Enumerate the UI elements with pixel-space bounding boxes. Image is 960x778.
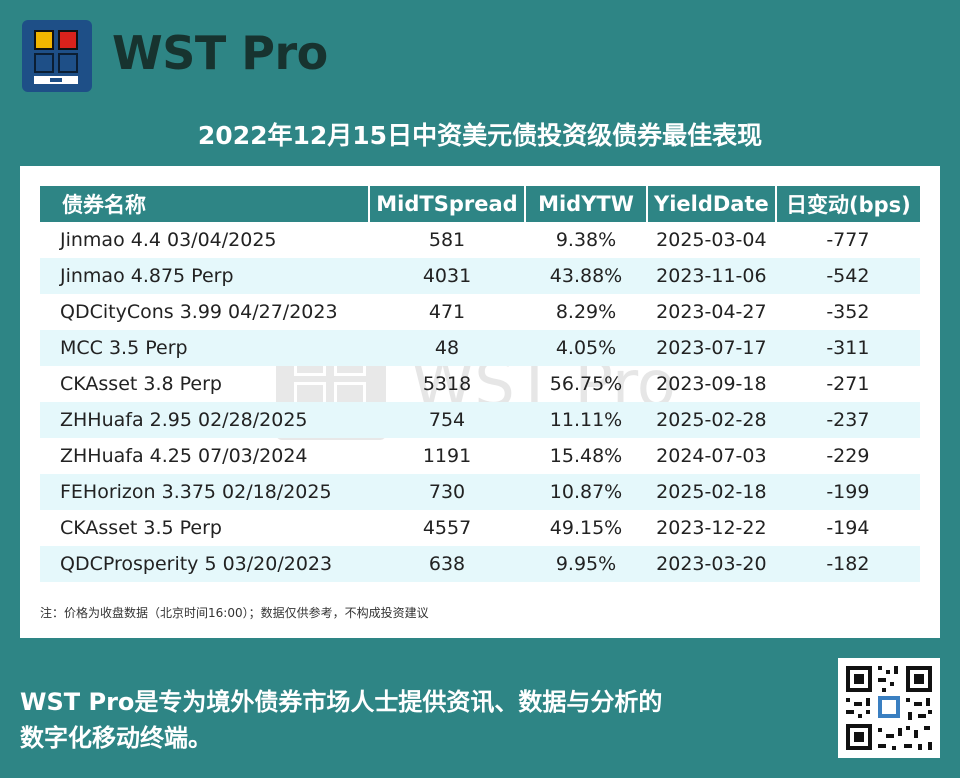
cell-change: -229	[826, 445, 870, 467]
table-row: Jinmao 4.4 03/04/2025 581 9.38% 2025-03-04 -…	[40, 222, 920, 258]
cell-ytw: 10.87%	[525, 474, 647, 510]
cell-ytw: 9.95%	[525, 546, 647, 582]
cell-yield-date: 2025-02-28	[647, 402, 776, 438]
cell-ytw: 11.11%	[525, 402, 647, 438]
cell-bond-name: FEHorizon 3.375 02/18/2025	[40, 474, 369, 510]
cell-change: -237	[775, 402, 920, 438]
cell-ytw: 9.38%	[555, 229, 617, 251]
col-header-ytw: MidYTW	[525, 186, 648, 222]
cell-bond-name: QDCProsperity 5 03/20/2023	[40, 546, 369, 582]
cell-yield-date: 2023-07-17	[647, 330, 776, 366]
page-title: 2022年12月15日中资美元债投资级债券最佳表现	[197, 121, 763, 150]
cell-yield-date: 2023-12-22	[656, 517, 767, 539]
col-header-name: 债券名称	[40, 186, 370, 222]
col-header-spread: MidTSpread	[369, 186, 526, 222]
cell-change: -352	[826, 301, 870, 323]
cell-ytw: 49.15%	[549, 517, 623, 539]
cell-bond-name: MCC 3.5 Perp	[40, 330, 369, 366]
cell-change: -542	[775, 258, 920, 294]
footnote: 注：价格为收盘数据（北京时间16:00）；数据仅供参考，不构成投资建议	[40, 606, 429, 620]
cell-ytw: 4.05%	[525, 330, 647, 366]
table-row: QDCityCons 3.99 04/27/2023 471 8.29% 2023-0…	[40, 294, 920, 330]
cell-change: -199	[775, 474, 920, 510]
cell-spread: 638	[369, 546, 525, 582]
table-row: ZHHuafa 4.25 07/03/2024 1191 15.48% 2024-07…	[40, 438, 920, 474]
cell-change: -311	[775, 330, 920, 366]
cell-bond-name: CKAsset 3.5 Perp	[60, 517, 222, 539]
cell-yield-date: 2025-02-18	[647, 474, 776, 510]
col-header-yielddate: YieldDate	[647, 186, 777, 222]
cell-change: -194	[826, 517, 870, 539]
col-header-change: 日变动(bps)	[775, 186, 920, 222]
cell-yield-date: 2025-03-04	[656, 229, 767, 251]
slogan: WST Pro是专为境外债券市场人士提供资讯、数据与分析的 数字化移动终端。	[20, 684, 800, 756]
cell-yield-date: 2023-04-27	[656, 301, 767, 323]
cell-yield-date: 2023-03-20	[647, 546, 776, 582]
table-row: FEHorizon 3.375 02/18/2025 730 10.87% 2025-…	[40, 474, 920, 510]
slogan-line-2: 数字化移动终端。	[20, 724, 212, 752]
cell-spread: 1191	[422, 445, 472, 467]
table-row: CKAsset 3.5 Perp 4557 49.15% 2023-12-22 -194	[40, 510, 920, 546]
cell-ytw: 43.88%	[525, 258, 647, 294]
cell-ytw: 15.48%	[549, 445, 623, 467]
cell-spread: 730	[369, 474, 525, 510]
cell-change: -182	[775, 546, 920, 582]
cell-spread: 471	[428, 301, 466, 323]
table-row: ZHHuafa 2.95 02/28/2025 754 11.11% 2025-02-…	[40, 402, 920, 438]
slogan-line-1: WST Pro是专为境外债券市场人士提供资讯、数据与分析的	[20, 688, 663, 716]
table-header-row: 债券名称 MidTSpread MidYTW YieldDate 日变动(bps…	[40, 186, 920, 222]
cell-bond-name: CKAsset 3.8 Perp	[60, 373, 222, 395]
cell-ytw: 8.29%	[555, 301, 617, 323]
cell-spread: 4557	[422, 517, 472, 539]
cell-change: -777	[826, 229, 870, 251]
table-row: Jinmao 4.875 Perp 4031 43.88% 2023-11-06 -54…	[40, 258, 920, 294]
qr-code-icon	[838, 658, 940, 758]
cell-spread: 5318	[422, 373, 472, 395]
cell-bond-name: ZHHuafa 4.25 07/03/2024	[60, 445, 308, 467]
table-row: CKAsset 3.8 Perp 5318 56.75% 2023-09-18 -271	[40, 366, 920, 402]
cell-spread: 581	[428, 229, 466, 251]
table-row: QDCProsperity 5 03/20/2023 638 9.95% 2023-0…	[40, 546, 920, 582]
table-row: MCC 3.5 Perp 48 4.05% 2023-07-17 -311	[40, 330, 920, 366]
cell-bond-name: QDCityCons 3.99 04/27/2023	[60, 301, 338, 323]
cell-spread: 754	[369, 402, 525, 438]
cell-bond-name: Jinmao 4.4 03/04/2025	[60, 229, 277, 251]
cell-yield-date: 2023-09-18	[656, 373, 767, 395]
bond-table: 债券名称 MidTSpread MidYTW YieldDate 日变动(bps…	[40, 186, 920, 582]
wst-logo-icon	[22, 20, 92, 92]
brand-name: WST Pro	[112, 26, 328, 80]
cell-ytw: 56.75%	[549, 373, 623, 395]
cell-spread: 4031	[369, 258, 525, 294]
cell-bond-name: Jinmao 4.875 Perp	[40, 258, 369, 294]
cell-spread: 48	[369, 330, 525, 366]
cell-change: -271	[826, 373, 870, 395]
cell-yield-date: 2024-07-03	[656, 445, 767, 467]
cell-bond-name: ZHHuafa 2.95 02/28/2025	[40, 402, 369, 438]
cell-yield-date: 2023-11-06	[647, 258, 776, 294]
